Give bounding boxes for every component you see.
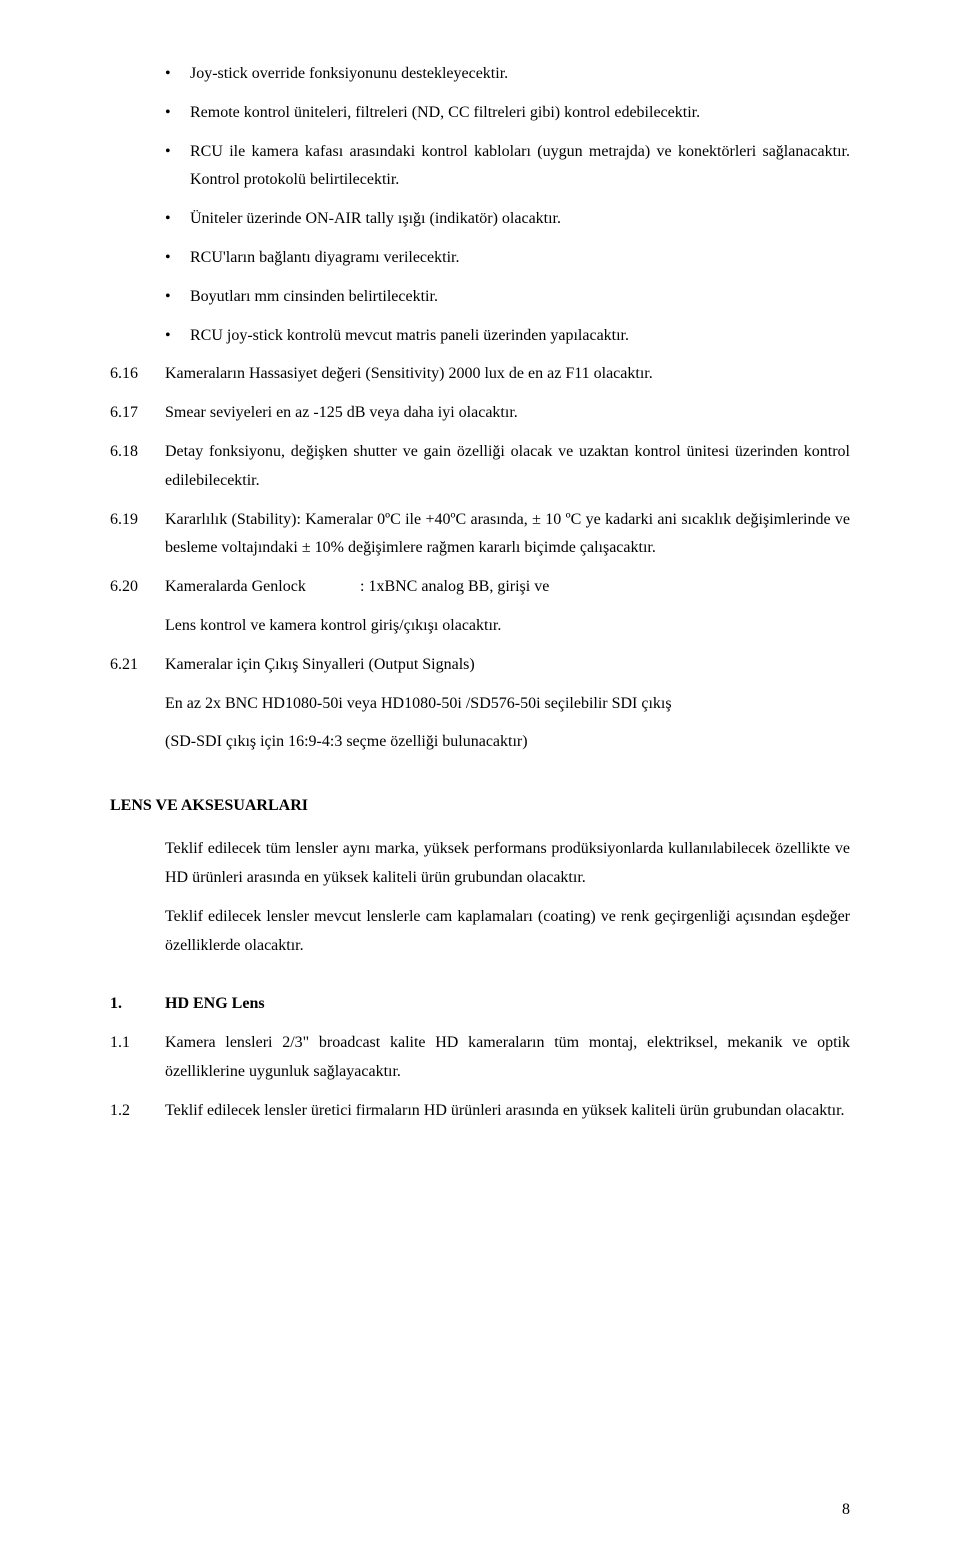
spec-item-1-2: 1.2 Teklif edilecek lensler üretici firm… (110, 1097, 850, 1126)
spec-item-6-21-line2: En az 2x BNC HD1080-50i veya HD1080-50i … (165, 690, 850, 719)
item-body: Teklif edilecek lensler üretici firmalar… (165, 1097, 850, 1126)
item-body: Kamera lensleri 2/3" broadcast kalite HD… (165, 1029, 850, 1087)
item-number: 6.20 (110, 573, 165, 602)
item-number: 6.21 (110, 651, 165, 680)
item-body: Detay fonksiyonu, değişken shutter ve ga… (165, 438, 850, 496)
spec-item-6-20-line2: Lens kontrol ve kamera kontrol giriş/çık… (165, 612, 850, 641)
bullet-item: RCU ile kamera kafası arasındaki kontrol… (110, 138, 850, 196)
spec-item-6-21-line3: (SD-SDI çıkış için 16:9-4:3 seçme özelli… (165, 728, 850, 757)
bullet-item: RCU joy-stick kontrolü mevcut matris pan… (110, 322, 850, 351)
page-number: 8 (842, 1501, 850, 1519)
item-number: 6.17 (110, 399, 165, 428)
item-number: 6.16 (110, 360, 165, 389)
genlock-value: : 1xBNC analog BB, girişi ve (360, 573, 549, 602)
bullet-item: Remote kontrol üniteleri, filtreleri (ND… (110, 99, 850, 128)
sub-heading-number: 1. (110, 990, 165, 1019)
spec-item-6-17: 6.17 Smear seviyeleri en az -125 dB veya… (110, 399, 850, 428)
sub-heading-body: HD ENG Lens (165, 990, 850, 1019)
spec-item-6-18: 6.18 Detay fonksiyonu, değişken shutter … (110, 438, 850, 496)
item-number: 6.19 (110, 506, 165, 535)
bullet-item: Joy-stick override fonksiyonunu destekle… (110, 60, 850, 89)
item-body: Kameraların Hassasiyet değeri (Sensitivi… (165, 360, 850, 389)
item-number: 1.1 (110, 1029, 165, 1058)
spec-item-1-1: 1.1 Kamera lensleri 2/3" broadcast kalit… (110, 1029, 850, 1087)
item-body: Smear seviyeleri en az -125 dB veya daha… (165, 399, 850, 428)
spec-item-6-19: 6.19 Kararlılık (Stability): Kameralar 0… (110, 506, 850, 564)
item-number: 1.2 (110, 1097, 165, 1126)
section-paragraph-2: Teklif edilecek lensler mevcut lenslerle… (165, 903, 850, 961)
bullet-item: Boyutları mm cinsinden belirtilecektir. (110, 283, 850, 312)
bullet-list: Joy-stick override fonksiyonunu destekle… (110, 60, 850, 350)
spec-item-6-20: 6.20 Kameralarda Genlock : 1xBNC analog … (110, 573, 850, 602)
item-body: Kararlılık (Stability): Kameralar 0ºC il… (165, 506, 850, 564)
item-body: Kameralar için Çıkış Sinyalleri (Output … (165, 651, 850, 680)
document-page: Joy-stick override fonksiyonunu destekle… (0, 0, 960, 1559)
section-heading-lens: LENS VE AKSESUARLARI (110, 797, 850, 815)
genlock-label: Kameralarda Genlock (165, 573, 360, 602)
item-body: Kameralarda Genlock : 1xBNC analog BB, g… (165, 573, 850, 602)
bullet-item: Üniteler üzerinde ON-AIR tally ışığı (in… (110, 205, 850, 234)
item-number: 6.18 (110, 438, 165, 467)
spec-item-6-16: 6.16 Kameraların Hassasiyet değeri (Sens… (110, 360, 850, 389)
bullet-item: RCU'ların bağlantı diyagramı verilecekti… (110, 244, 850, 273)
section-paragraph-1: Teklif edilecek tüm lensler aynı marka, … (165, 835, 850, 893)
sub-heading-hd-eng-lens: 1. HD ENG Lens (110, 990, 850, 1019)
spec-item-6-21: 6.21 Kameralar için Çıkış Sinyalleri (Ou… (110, 651, 850, 680)
